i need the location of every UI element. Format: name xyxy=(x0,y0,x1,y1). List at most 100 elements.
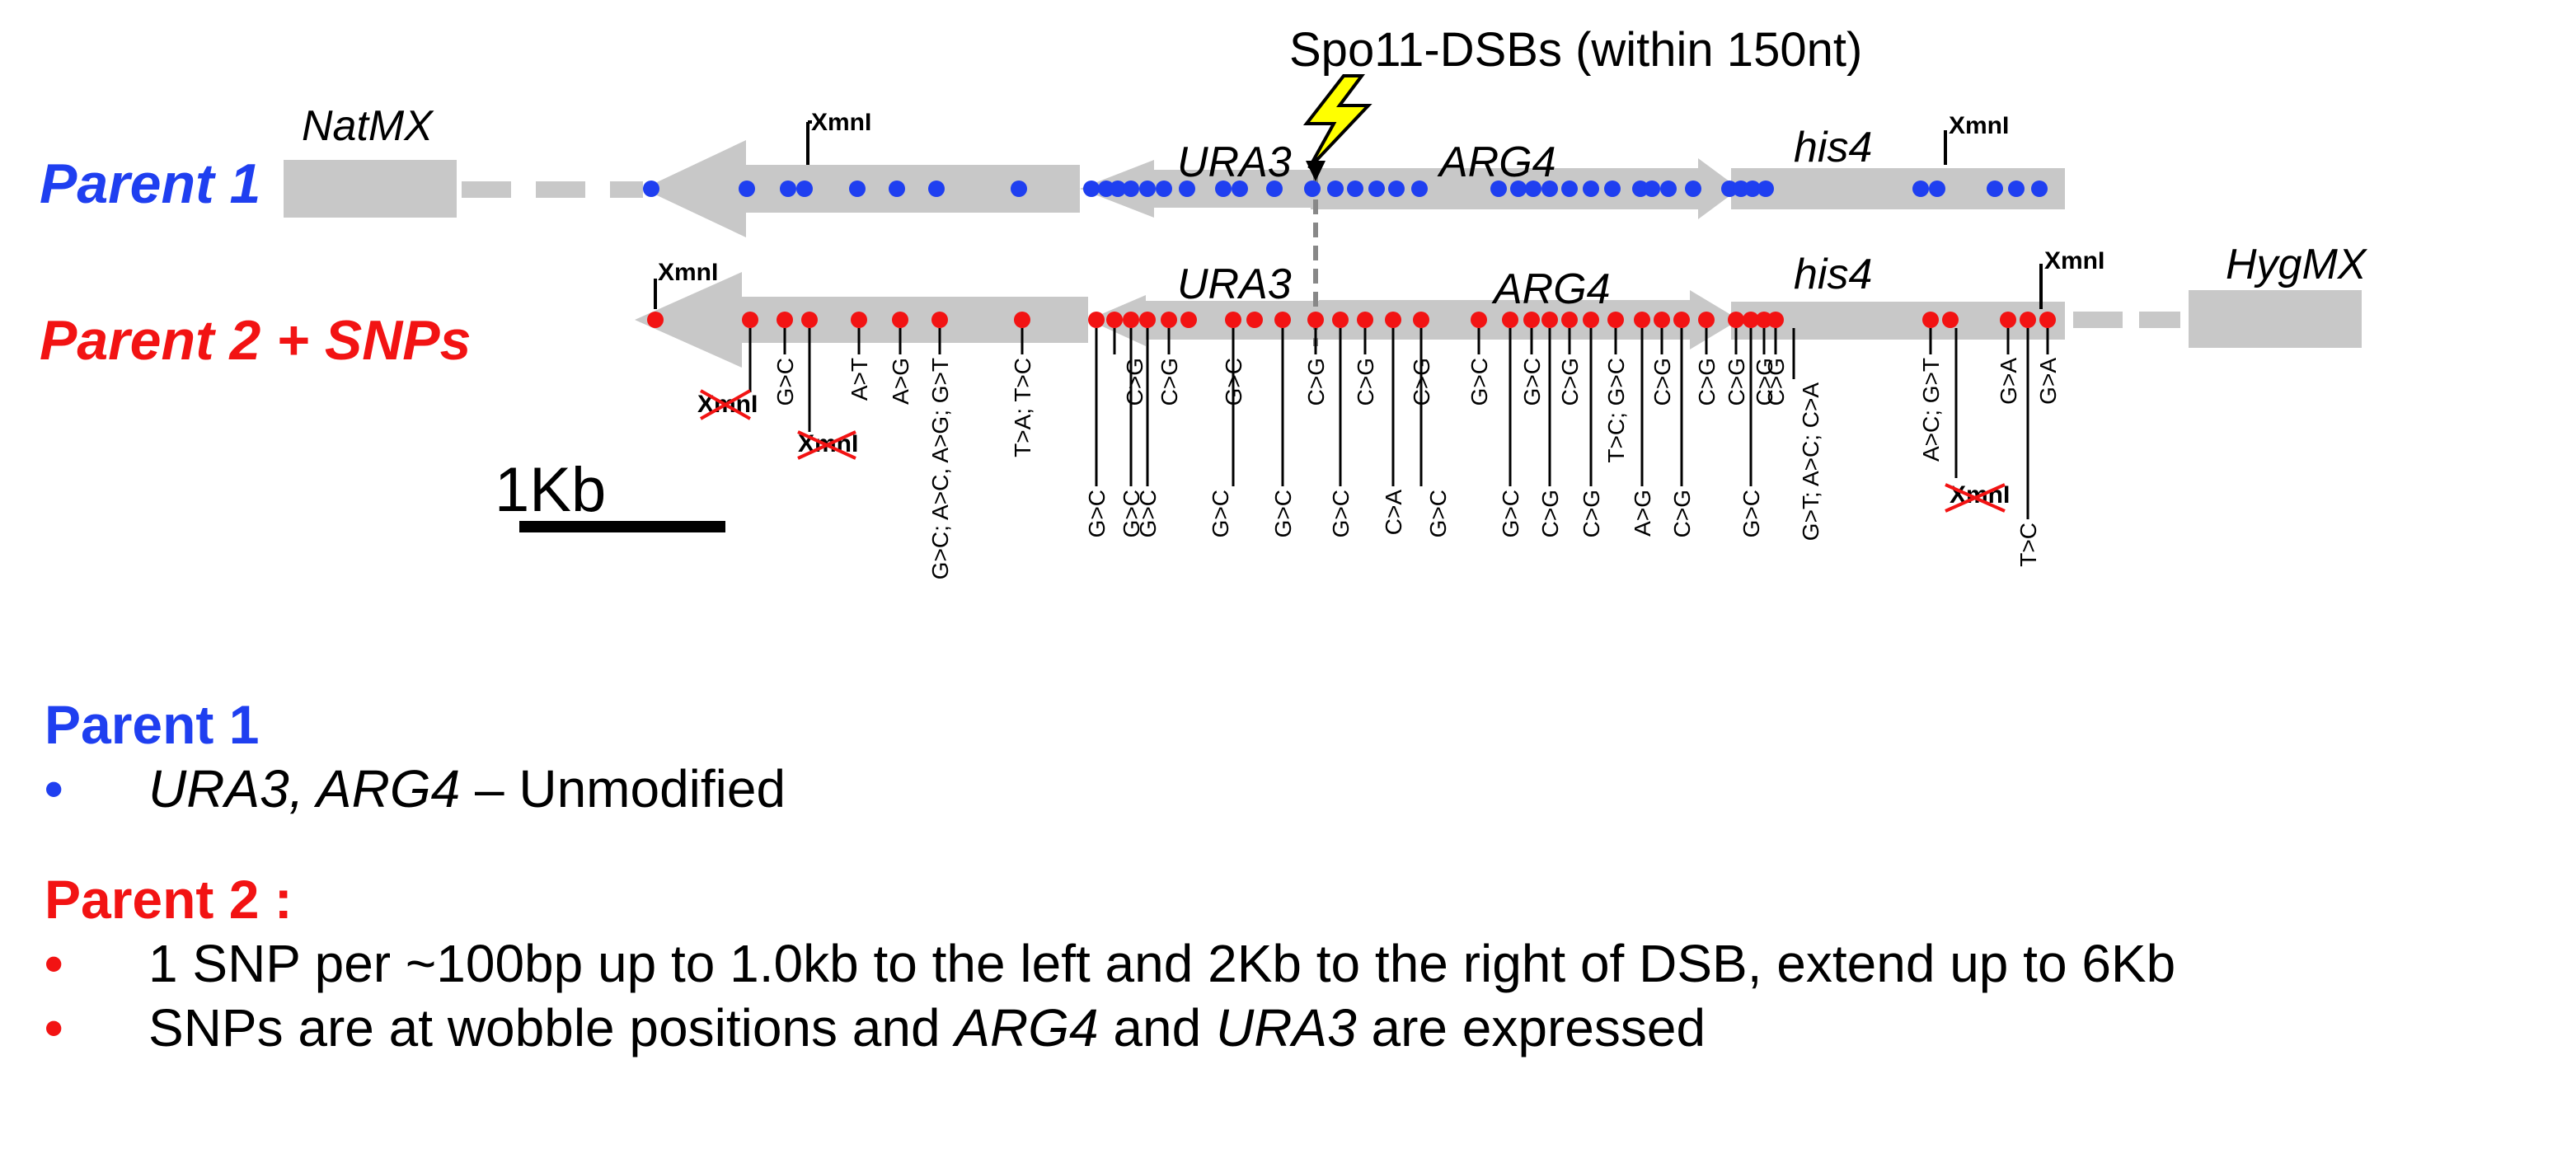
parent2-site-dot xyxy=(1743,312,1759,328)
parent1-site-dot xyxy=(1347,181,1363,197)
parent2-site-dot xyxy=(1161,312,1177,328)
scale-bar-label: 1Kb xyxy=(495,455,606,525)
snp-label: G>C xyxy=(1425,490,1451,537)
snp-label: A>G xyxy=(1630,490,1655,537)
ura3-small-arrow-p2 xyxy=(1088,295,1335,346)
parent1-site-dot xyxy=(739,181,755,197)
parent1-site-dot xyxy=(1232,181,1248,197)
parent1-site-dot xyxy=(1685,181,1701,197)
parent2-site-dot xyxy=(1698,312,1715,328)
snp-label: C>G xyxy=(1752,358,1777,406)
snp-label: C>G xyxy=(1122,358,1147,406)
xmni-lost-2: XmnI xyxy=(797,328,858,460)
hygmx-marker-p2 xyxy=(2189,290,2362,348)
scale-bar xyxy=(519,521,725,532)
parent2-bullet-2-post: are expressed xyxy=(1356,998,1706,1057)
snp-label: G>C xyxy=(1328,490,1354,537)
snp-label: G>C xyxy=(1270,490,1296,537)
xmni-site-p1-left: XmnI xyxy=(806,109,871,165)
parent1-site-dot xyxy=(1266,181,1283,197)
parent1-site-dot xyxy=(1215,181,1232,197)
ura3-small-arrow-p1 xyxy=(1080,160,1319,218)
parent1-site-dot xyxy=(2008,181,2025,197)
parent2-site-dot xyxy=(1583,312,1599,328)
strike-mark-3b xyxy=(1945,483,2006,513)
snp-label: C>A xyxy=(1381,490,1406,536)
gene-label-arg4-p2: ARG4 xyxy=(1491,265,1611,313)
parent1-site-dot xyxy=(780,181,796,197)
parent2-site-dot xyxy=(2039,312,2056,328)
parent2-site-dot xyxy=(1014,312,1030,328)
xmni-site-p1-right: XmnI xyxy=(1944,112,2009,165)
parent1-site-dot xyxy=(1561,181,1578,197)
dashed-link-4 xyxy=(2073,312,2123,328)
snp-label: A>T xyxy=(847,358,872,401)
snp-label: C>G xyxy=(1557,358,1583,406)
parent2-heading: Parent 2 : xyxy=(45,869,293,930)
snp-label: C>G xyxy=(1537,490,1563,537)
snp-label: C>G xyxy=(1669,490,1695,537)
parent2-site-dot xyxy=(1756,312,1772,328)
parent1-label: Parent 1 xyxy=(40,152,260,215)
parent2-site-dot xyxy=(1385,312,1401,328)
parent1-site-dot xyxy=(1490,181,1507,197)
parent2-bullet-2-arg4: ARG4 xyxy=(955,998,1099,1057)
spacer xyxy=(45,821,2550,867)
legend-text: Parent 1 • URA3, ARG4 – Unmodified Parent… xyxy=(45,692,2550,1060)
bullet-icon: • xyxy=(45,934,63,993)
parent2-bullet-2-and: and xyxy=(1098,998,1216,1057)
parent2-site-dot xyxy=(801,312,818,328)
snp-label: A>C; G>T xyxy=(1918,358,1944,462)
snp-label: C>G xyxy=(1763,358,1789,406)
bullet-icon: • xyxy=(45,759,63,818)
snp-label: C>G xyxy=(1157,358,1182,406)
xmni-site-p2-left: XmnI xyxy=(654,259,718,309)
parent1-site-dot xyxy=(1123,181,1139,197)
parent2-site-dot xyxy=(1523,312,1540,328)
parent2-bullet-2: • SNPs are at wobble positions and ARG4 a… xyxy=(45,996,2550,1060)
gene-label-ura3-p1: URA3 xyxy=(1177,138,1292,186)
parent2-site-dot xyxy=(742,312,758,328)
parent2-site-dot xyxy=(1180,312,1197,328)
parent2-site-dot xyxy=(1332,312,1349,328)
xmni-label-p2-left: XmnI xyxy=(658,259,718,286)
snp-label: C>G xyxy=(1579,490,1604,537)
parent1-site-dot xyxy=(1744,181,1761,197)
parent1-site-dot xyxy=(1083,181,1100,197)
parent2-site-dot xyxy=(1471,312,1487,328)
parent1-bullet: • URA3, ARG4 – Unmodified xyxy=(45,757,2550,821)
parent2-site-dot xyxy=(851,312,867,328)
snp-label: G>C xyxy=(1466,358,1492,406)
parent1-site-dot xyxy=(1510,181,1527,197)
parent1-site-dot xyxy=(1644,181,1660,197)
parent1-site-dot xyxy=(928,181,945,197)
parent1-site-dot xyxy=(643,181,659,197)
parent1-site-dot xyxy=(1604,181,1621,197)
xmni-lost-3: XmnI xyxy=(1945,328,2010,513)
parent2-site-dot xyxy=(1123,312,1139,328)
parent2-label: Parent 2 + SNPs xyxy=(40,309,471,372)
parent2-bullet-1-text: 1 SNP per ~100bp up to 1.0kb to the left… xyxy=(148,934,2176,993)
parent2-site-dot xyxy=(1767,312,1784,328)
snp-label: G>C xyxy=(1498,490,1523,537)
snp-label: C>G xyxy=(1724,358,1749,406)
parent2-site-dot xyxy=(1502,312,1518,328)
snp-label: C>G xyxy=(1409,358,1434,406)
parent2-site-dot xyxy=(1942,312,1959,328)
snp-leader-lines xyxy=(783,328,2049,519)
parent1-site-dot xyxy=(1912,181,1929,197)
gene-label-arg4-p1: ARG4 xyxy=(1437,138,1556,186)
parent2-site-dot xyxy=(1541,312,1558,328)
parent1-site-dot xyxy=(1660,181,1677,197)
parent1-site-dot xyxy=(1139,181,1156,197)
parent1-bullet-rest: – Unmodified xyxy=(460,759,786,818)
parent1-heading: Parent 1 xyxy=(45,694,260,755)
snp-label: T>A; T>C xyxy=(1010,358,1035,457)
parent1-site-dot xyxy=(889,181,905,197)
snp-label: G>C xyxy=(1519,358,1545,406)
parent2-site-dot xyxy=(777,312,793,328)
dashed-link-1 xyxy=(462,181,511,198)
snp-labels: G>C A>T A>G G>C; A>C, A>G; G>T T>A; T>C G>C C>… xyxy=(772,358,2061,580)
parent2-bullet-2-pre: SNPs are at wobble positions and xyxy=(148,998,955,1057)
parent2-bullet-2-ura3: URA3 xyxy=(1215,998,1357,1057)
